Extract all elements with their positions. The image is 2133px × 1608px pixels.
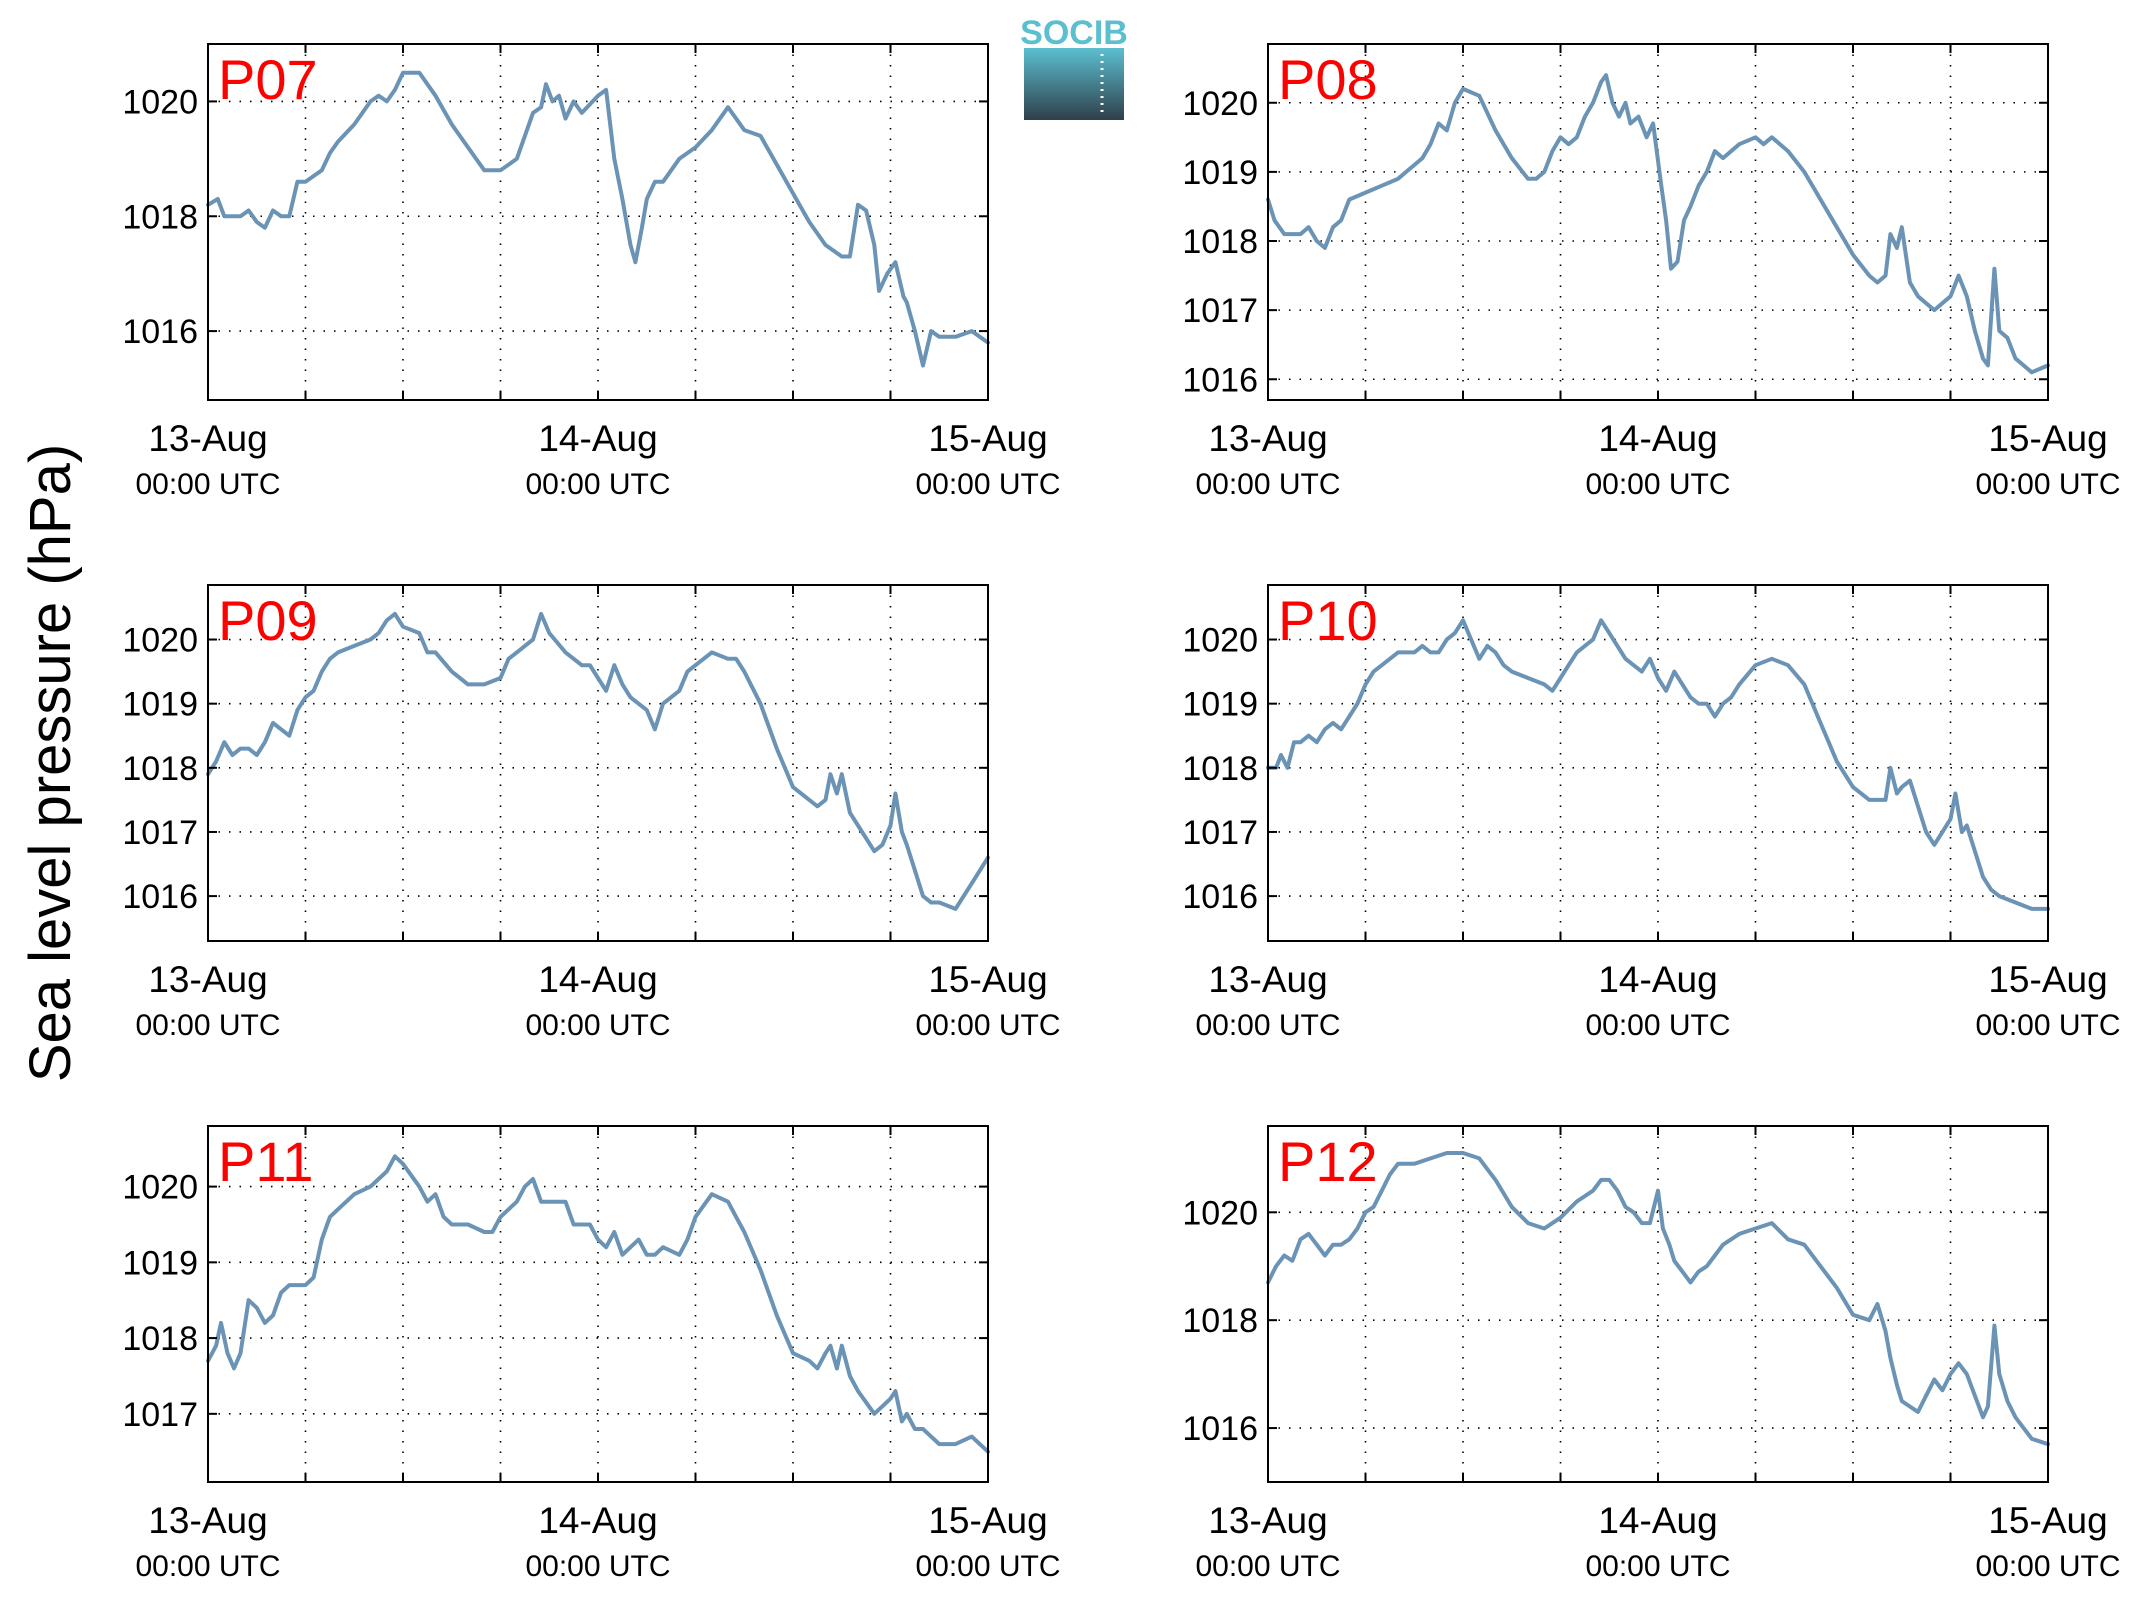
xtick-label-date: 15-Aug xyxy=(1988,418,2107,459)
xtick-label-date: 14-Aug xyxy=(1598,418,1717,459)
panel-p08: 1016 1017 1018 1019 1020 13-Aug 00:00 UTC 14-Au… xyxy=(1182,43,2121,501)
panel-p10: 1016 1017 1018 1019 1020 13-Aug 00:00 UTC 14-Au… xyxy=(1182,584,2121,1042)
xtick-label-time: 00:00 UTC xyxy=(1195,468,1340,501)
ytick-label: 1019 xyxy=(122,686,198,724)
xtick-label-time: 00:00 UTC xyxy=(915,1009,1060,1042)
xtick-label-time: 00:00 UTC xyxy=(525,1009,670,1042)
ytick-label: 1017 xyxy=(1182,814,1258,852)
panel-p11: 1017 1018 1019 1020 13-Aug 00:00 UTC 14-Aug 00:… xyxy=(122,1125,1061,1583)
pressure-line-p07 xyxy=(206,70,990,368)
panels-group: 1016 1018 1020 13-Aug 00:00 UTC 14-Aug 00:00 U… xyxy=(122,43,2121,1583)
xtick-label-time: 00:00 UTC xyxy=(525,1550,670,1583)
ytick-label: 1020 xyxy=(1182,85,1258,123)
xtick-label-date: 15-Aug xyxy=(1988,959,2107,1000)
xtick-label-date: 14-Aug xyxy=(1598,1500,1717,1541)
xtick-label-date: 13-Aug xyxy=(1208,418,1327,459)
ytick-label: 1016 xyxy=(122,313,198,351)
pressure-line-p11 xyxy=(206,1154,990,1454)
xtick-label-time: 00:00 UTC xyxy=(1975,1550,2120,1583)
station-label: P07 xyxy=(218,48,318,111)
station-label: P10 xyxy=(1278,589,1378,652)
xtick-label-time: 00:00 UTC xyxy=(1585,1550,1730,1583)
ytick-label: 1020 xyxy=(122,1169,198,1207)
xtick-label-date: 15-Aug xyxy=(928,959,1047,1000)
xtick-label-date: 13-Aug xyxy=(148,1500,267,1541)
ytick-label: 1017 xyxy=(122,1396,198,1434)
station-label: P11 xyxy=(218,1130,313,1193)
xtick-label-time: 00:00 UTC xyxy=(1585,468,1730,501)
logo-block xyxy=(1024,48,1124,120)
xtick-label-time: 00:00 UTC xyxy=(1195,1009,1340,1042)
pressure-line-p09 xyxy=(206,611,990,911)
xtick-label-time: 00:00 UTC xyxy=(135,1009,280,1042)
xtick-label-time: 00:00 UTC xyxy=(135,468,280,501)
ytick-label: 1018 xyxy=(1182,223,1258,261)
socib-logo: SOCIB xyxy=(1020,14,1128,120)
ytick-label: 1016 xyxy=(122,878,198,916)
xtick-label-date: 14-Aug xyxy=(538,1500,657,1541)
panel-p12: 1016 1018 1020 13-Aug 00:00 UTC 14-Aug 00:00 U… xyxy=(1182,1125,2121,1583)
xtick-label-date: 14-Aug xyxy=(1598,959,1717,1000)
ytick-label: 1018 xyxy=(1182,1302,1258,1340)
ytick-label: 1018 xyxy=(122,1320,198,1358)
xtick-label-time: 00:00 UTC xyxy=(915,1550,1060,1583)
ytick-label: 1018 xyxy=(1182,750,1258,788)
xtick-label-date: 15-Aug xyxy=(928,1500,1047,1541)
panel-p09: 1016 1017 1018 1019 1020 13-Aug 00:00 UTC 14-Au… xyxy=(122,584,1061,1042)
pressure-line-p08 xyxy=(1266,73,2050,375)
station-label: P09 xyxy=(218,589,318,652)
xtick-label-time: 00:00 UTC xyxy=(525,468,670,501)
panel-p07: 1016 1018 1020 13-Aug 00:00 UTC 14-Aug 00:00 U… xyxy=(122,43,1061,501)
xtick-label-date: 14-Aug xyxy=(538,959,657,1000)
ytick-label: 1020 xyxy=(122,622,198,660)
xtick-label-date: 15-Aug xyxy=(1988,1500,2107,1541)
xtick-label-date: 13-Aug xyxy=(1208,1500,1327,1541)
station-label: P12 xyxy=(1278,1130,1378,1193)
xtick-label-date: 14-Aug xyxy=(538,418,657,459)
xtick-label-date: 13-Aug xyxy=(148,959,267,1000)
ytick-label: 1016 xyxy=(1182,1410,1258,1448)
ytick-label: 1020 xyxy=(1182,622,1258,660)
ytick-label: 1020 xyxy=(122,83,198,121)
ytick-label: 1018 xyxy=(122,198,198,236)
figure-ylabel: Sea level pressure (hPa) xyxy=(18,444,83,1082)
ytick-label: 1017 xyxy=(1182,292,1258,330)
xtick-label-time: 00:00 UTC xyxy=(135,1550,280,1583)
xtick-label-time: 00:00 UTC xyxy=(1975,468,2120,501)
ytick-label: 1016 xyxy=(1182,878,1258,916)
pressure-line-p10 xyxy=(1266,618,2050,911)
xtick-label-time: 00:00 UTC xyxy=(1585,1009,1730,1042)
ytick-label: 1016 xyxy=(1182,361,1258,399)
xtick-label-date: 15-Aug xyxy=(928,418,1047,459)
xtick-label-date: 13-Aug xyxy=(148,418,267,459)
ytick-label: 1017 xyxy=(122,814,198,852)
ytick-label: 1019 xyxy=(1182,686,1258,724)
station-label: P08 xyxy=(1278,48,1378,111)
xtick-label-time: 00:00 UTC xyxy=(1195,1550,1340,1583)
xtick-label-time: 00:00 UTC xyxy=(1975,1009,2120,1042)
ytick-label: 1018 xyxy=(122,750,198,788)
ytick-label: 1019 xyxy=(1182,154,1258,192)
logo-text: SOCIB xyxy=(1020,14,1128,52)
xtick-label-date: 13-Aug xyxy=(1208,959,1327,1000)
ytick-label: 1019 xyxy=(122,1244,198,1282)
xtick-label-time: 00:00 UTC xyxy=(915,468,1060,501)
pressure-line-p12 xyxy=(1266,1151,2050,1447)
ytick-label: 1020 xyxy=(1182,1194,1258,1232)
